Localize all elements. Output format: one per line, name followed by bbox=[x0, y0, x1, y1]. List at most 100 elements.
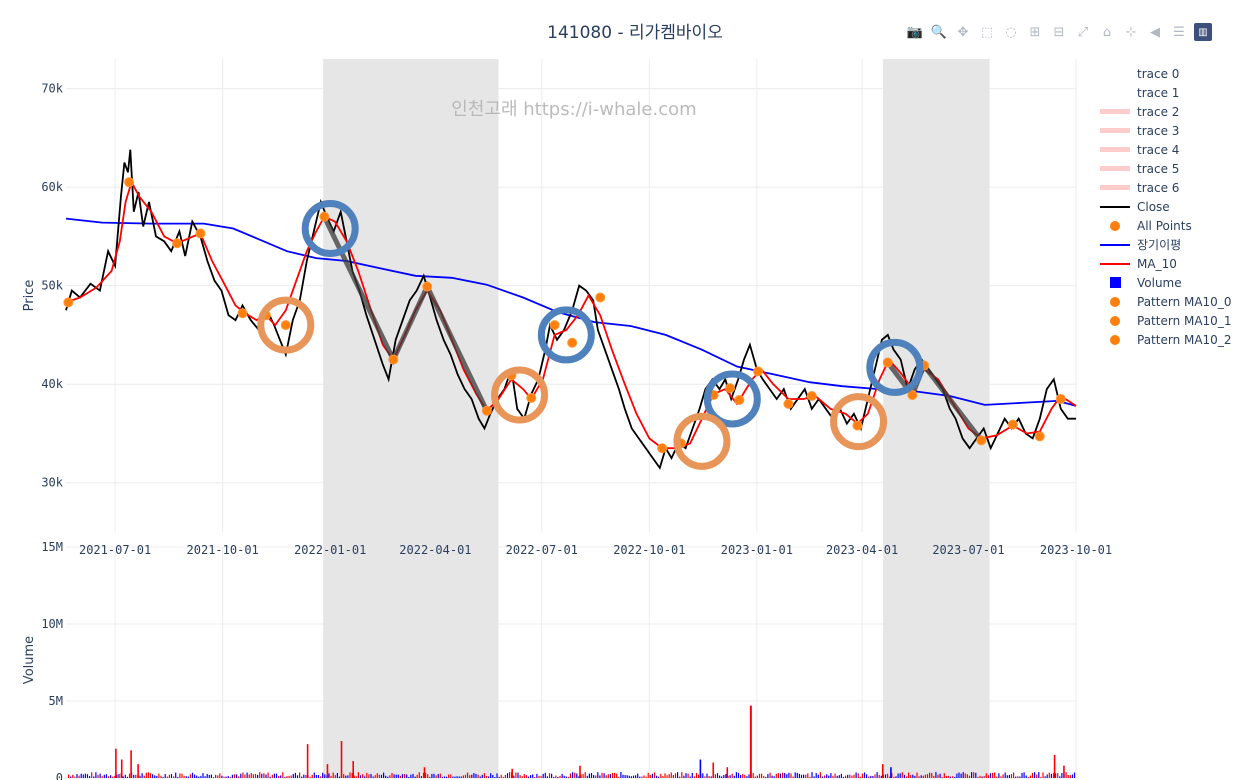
volume-bar bbox=[777, 773, 779, 778]
legend-item[interactable]: MA_10 bbox=[1100, 254, 1250, 273]
volume-bar bbox=[989, 773, 992, 778]
volume-bar bbox=[855, 772, 857, 778]
hover-closest-icon[interactable]: ◀ bbox=[1150, 24, 1160, 40]
legend-item[interactable]: trace 3 bbox=[1100, 121, 1250, 140]
volume-bar bbox=[301, 776, 303, 778]
volume-bar bbox=[630, 776, 632, 778]
legend-symbol bbox=[1100, 102, 1130, 121]
volume-bar bbox=[908, 772, 910, 778]
pattern-circle-blue bbox=[537, 306, 595, 364]
volume-bar bbox=[120, 759, 123, 778]
volume-bar bbox=[181, 773, 183, 778]
volume-bar bbox=[1031, 772, 1034, 778]
hover-compare-icon[interactable]: ☰ bbox=[1173, 24, 1185, 40]
volume-bar bbox=[112, 776, 114, 778]
legend-label: MA_10 bbox=[1137, 256, 1177, 271]
x-tick-label: 2022-07-01 bbox=[506, 543, 578, 557]
volume-bar bbox=[903, 774, 905, 778]
plotly-logo-icon[interactable]: ▥ bbox=[1194, 23, 1212, 41]
all-points-marker bbox=[907, 390, 918, 401]
legend-item[interactable]: trace 2 bbox=[1100, 102, 1250, 121]
volume-bar bbox=[78, 775, 80, 778]
volume-bar bbox=[893, 776, 895, 778]
volume-bar bbox=[97, 774, 99, 778]
camera-icon[interactable]: 📷 bbox=[906, 24, 924, 40]
volume-bar bbox=[729, 775, 731, 778]
volume-bar bbox=[756, 775, 758, 778]
volume-bar bbox=[238, 776, 240, 778]
volume-bar bbox=[454, 776, 456, 778]
volume-bar bbox=[130, 750, 132, 778]
legend-item[interactable]: trace 1 bbox=[1100, 83, 1250, 102]
volume-bar bbox=[1017, 776, 1019, 778]
volume-bar bbox=[857, 773, 859, 778]
volume-bar bbox=[479, 776, 481, 778]
volume-bar bbox=[916, 772, 918, 778]
legend-symbol bbox=[1100, 178, 1130, 197]
legend-item[interactable]: trace 5 bbox=[1100, 159, 1250, 178]
volume-bar bbox=[758, 773, 761, 778]
volume-bar bbox=[525, 775, 527, 778]
volume-bar bbox=[800, 774, 803, 778]
volume-bar bbox=[141, 773, 143, 778]
volume-bar bbox=[540, 775, 542, 778]
zoom-out-icon[interactable]: ⊟ bbox=[1053, 24, 1065, 40]
volume-bar bbox=[420, 776, 422, 778]
home-icon[interactable]: ⌂ bbox=[1102, 24, 1112, 40]
legend-symbol bbox=[1100, 311, 1130, 330]
all-points-marker bbox=[481, 405, 492, 416]
pattern-segment-0 bbox=[322, 215, 490, 412]
legend-item[interactable]: trace 6 bbox=[1100, 178, 1250, 197]
legend[interactable]: trace 0 trace 1 trace 2 trace 3 trace 4 trace… bbox=[1100, 64, 1250, 349]
volume-bar bbox=[645, 776, 647, 778]
volume-bar bbox=[168, 774, 170, 778]
volume-bar bbox=[116, 774, 118, 778]
legend-label: trace 3 bbox=[1137, 123, 1180, 138]
volume-bar bbox=[527, 776, 530, 778]
volume-bar bbox=[86, 774, 89, 778]
legend-item[interactable]: Pattern MA10_2 bbox=[1100, 330, 1250, 349]
volume-bar bbox=[347, 775, 349, 778]
spike-lines-icon[interactable]: ⊹ bbox=[1125, 24, 1137, 40]
volume-bar bbox=[156, 775, 158, 778]
volume-bar bbox=[926, 774, 929, 778]
volume-bar bbox=[425, 772, 427, 778]
legend-item[interactable]: trace 0 bbox=[1100, 64, 1250, 83]
legend-item[interactable]: Volume bbox=[1100, 273, 1250, 292]
volume-bar bbox=[311, 774, 313, 778]
volume-bar bbox=[641, 776, 643, 778]
autoscale-icon[interactable]: ⤢ bbox=[1077, 24, 1089, 40]
volume-bar bbox=[471, 774, 473, 778]
legend-item[interactable]: Close bbox=[1100, 197, 1250, 216]
volume-bar bbox=[922, 775, 924, 778]
volume-bar bbox=[271, 774, 273, 778]
volume-bar bbox=[254, 773, 257, 778]
legend-item[interactable]: Pattern MA10_1 bbox=[1100, 311, 1250, 330]
volume-bar bbox=[511, 768, 513, 778]
pan-icon[interactable]: ✥ bbox=[957, 24, 969, 40]
volume-bar bbox=[296, 775, 299, 778]
volume-bar bbox=[399, 775, 401, 778]
legend-dot-swatch bbox=[1110, 296, 1120, 307]
volume-bar bbox=[572, 772, 574, 778]
volume-bar bbox=[401, 774, 404, 778]
volume-bar bbox=[748, 774, 750, 778]
all-points-marker bbox=[422, 281, 433, 292]
zoom-in-icon[interactable]: ⊞ bbox=[1029, 24, 1041, 40]
volume-bar bbox=[395, 774, 397, 778]
volume-bar bbox=[162, 776, 164, 778]
volume-bar bbox=[699, 759, 702, 778]
volume-bar bbox=[259, 772, 261, 778]
legend-item[interactable]: Pattern MA10_0 bbox=[1100, 292, 1250, 311]
box-select-icon[interactable]: ⬚ bbox=[980, 24, 994, 40]
zoom-icon[interactable]: 🔍 bbox=[930, 24, 948, 40]
legend-item[interactable]: trace 4 bbox=[1100, 140, 1250, 159]
volume-bar bbox=[803, 774, 805, 778]
volume-bar bbox=[498, 776, 500, 778]
lasso-icon[interactable]: ◌ bbox=[1005, 24, 1017, 40]
legend-item[interactable]: All Points bbox=[1100, 216, 1250, 235]
volume-bar bbox=[91, 772, 93, 778]
all-points-marker bbox=[195, 228, 206, 239]
legend-label: Pattern MA10_2 bbox=[1137, 332, 1232, 347]
legend-item[interactable]: 장기이평 bbox=[1100, 235, 1250, 254]
